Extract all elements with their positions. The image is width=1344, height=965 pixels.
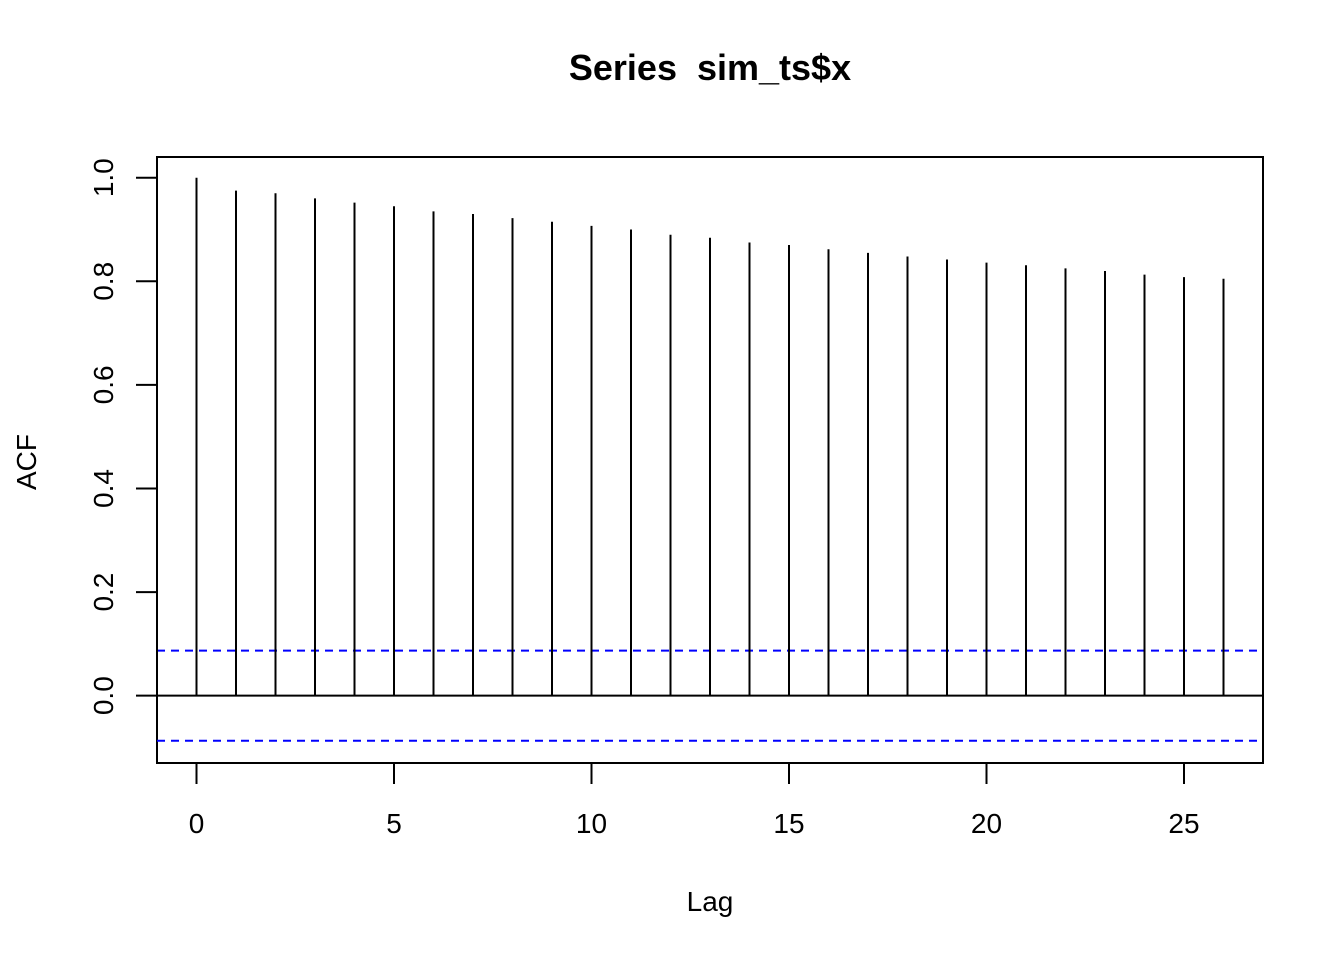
y-axis-label: ACF: [11, 434, 42, 490]
x-tick-label: 15: [773, 808, 804, 839]
x-tick-label: 25: [1168, 808, 1199, 839]
x-axis: 0 5 10 15 20 25: [189, 762, 1200, 839]
x-tick-label: 10: [576, 808, 607, 839]
y-tick-label: 0.4: [88, 469, 119, 508]
acf-spikes: [195, 177, 1225, 696]
x-axis-label: Lag: [687, 886, 734, 917]
y-tick-label: 0.2: [88, 573, 119, 612]
y-tick-label: 0.6: [88, 365, 119, 404]
y-tick-label: 0.0: [88, 676, 119, 715]
x-tick-label: 5: [386, 808, 402, 839]
x-tick-label: 20: [971, 808, 1002, 839]
y-tick-label: 1.0: [88, 158, 119, 197]
y-axis: 0.0 0.2 0.4 0.6 0.8 1.0: [88, 158, 158, 715]
x-tick-label: 0: [189, 808, 205, 839]
chart-title: Series sim_ts$x: [569, 47, 851, 88]
y-tick-label: 0.8: [88, 262, 119, 301]
